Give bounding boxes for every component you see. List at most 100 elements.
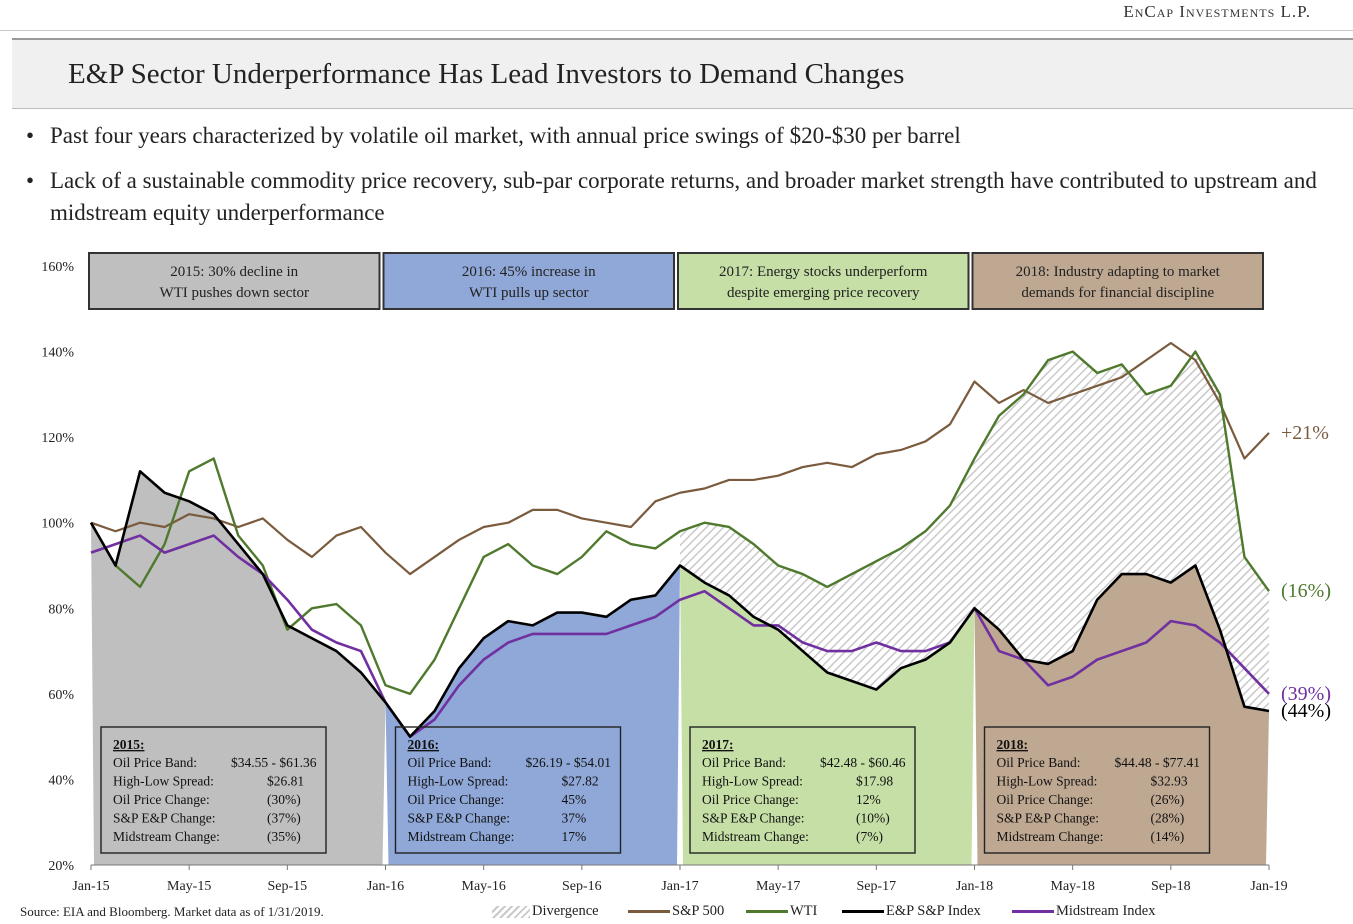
sp500-swatch	[628, 910, 670, 913]
y-tick-label: 120%	[41, 431, 74, 446]
y-tick-label: 160%	[41, 260, 74, 275]
x-tick-label: Sep-17	[856, 879, 896, 894]
header-box-text: demands for financial discipline	[1021, 285, 1214, 301]
stats-label: S&P E&P Change:	[997, 811, 1100, 826]
stats-label: Oil Price Change:	[997, 792, 1094, 807]
stats-value: (26%)	[1151, 792, 1185, 807]
y-tick-label: 140%	[41, 346, 74, 361]
band-fill-band2018	[974, 565, 1269, 865]
series-line-midstream	[90, 534, 1270, 738]
y-tick-label: 40%	[48, 773, 74, 788]
stats-label: Oil Price Change:	[702, 792, 799, 807]
bullet-1: • Past four years characterized by volat…	[26, 120, 1346, 154]
brand-logo: EnCap Investments L.P.	[1123, 2, 1311, 21]
series-line-ep	[89, 470, 1270, 738]
band-fill-band2016	[385, 565, 680, 865]
stats-value: (10%)	[856, 811, 890, 826]
legend-sp500: S&P 500	[628, 903, 724, 920]
header-box-band2017	[677, 252, 970, 310]
legend-ep: E&P S&P Index	[842, 903, 981, 920]
legend-divergence: Divergence	[492, 903, 599, 920]
page-title: E&P Sector Underperformance Has Lead Inv…	[68, 58, 905, 90]
stats-label: S&P E&P Change:	[113, 811, 216, 826]
stats-label: S&P E&P Change:	[408, 811, 511, 826]
stats-label: Midstream Change:	[408, 829, 515, 844]
x-tick-label: Jan-16	[367, 879, 404, 894]
header-box-text: 2018: Industry adapting to market	[1016, 264, 1221, 280]
performance-chart: +21% (16%) (39%)(44%) 20% 40% 60% 80% 100% 120%…	[41, 252, 1331, 894]
midstream-swatch	[1012, 910, 1054, 913]
top-bar: EnCap Investments L.P.	[0, 0, 1353, 31]
stats-label: High-Low Spread:	[113, 774, 214, 789]
x-tick-label: Jan-19	[1250, 879, 1287, 894]
band-fill-band2015	[91, 471, 386, 865]
bullet-text: Lack of a sustainable commodity price re…	[50, 168, 1317, 225]
legend-label: Midstream Index	[1056, 903, 1156, 919]
stats-title: 2016:	[408, 737, 440, 752]
stats-value: (35%)	[267, 829, 301, 844]
stats-value: 17%	[562, 829, 587, 844]
x-tick-label: May-15	[167, 879, 211, 894]
divergence-swatch	[492, 905, 530, 918]
stats-label: High-Low Spread:	[997, 774, 1098, 789]
end-label-ep: (44%)	[1281, 700, 1331, 722]
legend-label: E&P S&P Index	[886, 903, 981, 919]
stats-value: $26.81	[267, 774, 304, 789]
stats-label: Oil Price Band:	[113, 755, 197, 770]
stats-value: $32.93	[1151, 774, 1188, 789]
stats-label: Midstream Change:	[113, 829, 220, 844]
header-box-band2015	[88, 252, 381, 310]
x-tick-label: May-17	[756, 879, 800, 894]
title-box: E&P Sector Underperformance Has Lead Inv…	[12, 38, 1353, 109]
legend-label: Divergence	[532, 903, 599, 919]
stats-value: $34.55 - $61.36	[231, 755, 317, 770]
ep-swatch	[842, 910, 884, 913]
stats-label: Oil Price Change:	[408, 792, 505, 807]
stats-value: 45%	[562, 792, 587, 807]
end-label-midstream: (39%)	[1281, 683, 1331, 705]
bullet-2: • Lack of a sustainable commodity price …	[26, 165, 1346, 231]
header-box-text: WTI pushes down sector	[159, 285, 309, 301]
band-fill-band2017	[680, 565, 975, 865]
stats-title: 2017:	[702, 737, 734, 752]
stats-label: Midstream Change:	[702, 829, 809, 844]
stats-value: $17.98	[856, 774, 893, 789]
bullet-dot-icon: •	[26, 123, 35, 148]
y-tick-label: 60%	[48, 688, 74, 703]
y-tick-label: 80%	[48, 602, 74, 617]
legend-label: WTI	[790, 903, 818, 919]
x-tick-label: Sep-16	[562, 879, 602, 894]
bullet-text: Past four years characterized by volatil…	[50, 123, 961, 148]
divergence-area	[680, 351, 1269, 711]
stats-label: Oil Price Change:	[113, 792, 210, 807]
x-tick-label: May-18	[1051, 879, 1095, 894]
source-note: Source: EIA and Bloomberg. Market data a…	[20, 904, 324, 919]
stats-label: Midstream Change:	[997, 829, 1104, 844]
x-tick-label: Jan-17	[661, 879, 698, 894]
end-label-sp500: +21%	[1281, 422, 1329, 444]
stats-value: 12%	[856, 792, 881, 807]
stats-value: 37%	[562, 811, 587, 826]
stats-value: $27.82	[562, 774, 599, 789]
legend-wti: WTI	[746, 903, 817, 920]
x-tick-label: Jan-15	[72, 879, 109, 894]
stats-value: $42.48 - $60.46	[820, 755, 906, 770]
stats-box-band2018	[983, 726, 1211, 854]
stats-label: Oil Price Band:	[997, 755, 1081, 770]
wti-swatch	[746, 910, 788, 913]
x-tick-label: May-16	[462, 879, 506, 894]
stats-value: (28%)	[1151, 811, 1185, 826]
header-box-text: 2015: 30% decline in	[170, 264, 298, 280]
stats-label: High-Low Spread:	[408, 774, 509, 789]
stats-value: $26.19 - $54.01	[526, 755, 612, 770]
stats-label: Oil Price Band:	[408, 755, 492, 770]
y-tick-label: 20%	[48, 859, 74, 874]
stats-box-band2016	[394, 726, 622, 854]
header-box-text: 2016: 45% increase in	[462, 264, 596, 280]
y-tick-label: 100%	[41, 517, 74, 532]
stats-value: (30%)	[267, 792, 301, 807]
legend-label: S&P 500	[672, 903, 725, 919]
stats-value: (14%)	[1151, 829, 1185, 844]
stats-box-band2017	[689, 726, 916, 854]
stats-label: S&P E&P Change:	[702, 811, 805, 826]
